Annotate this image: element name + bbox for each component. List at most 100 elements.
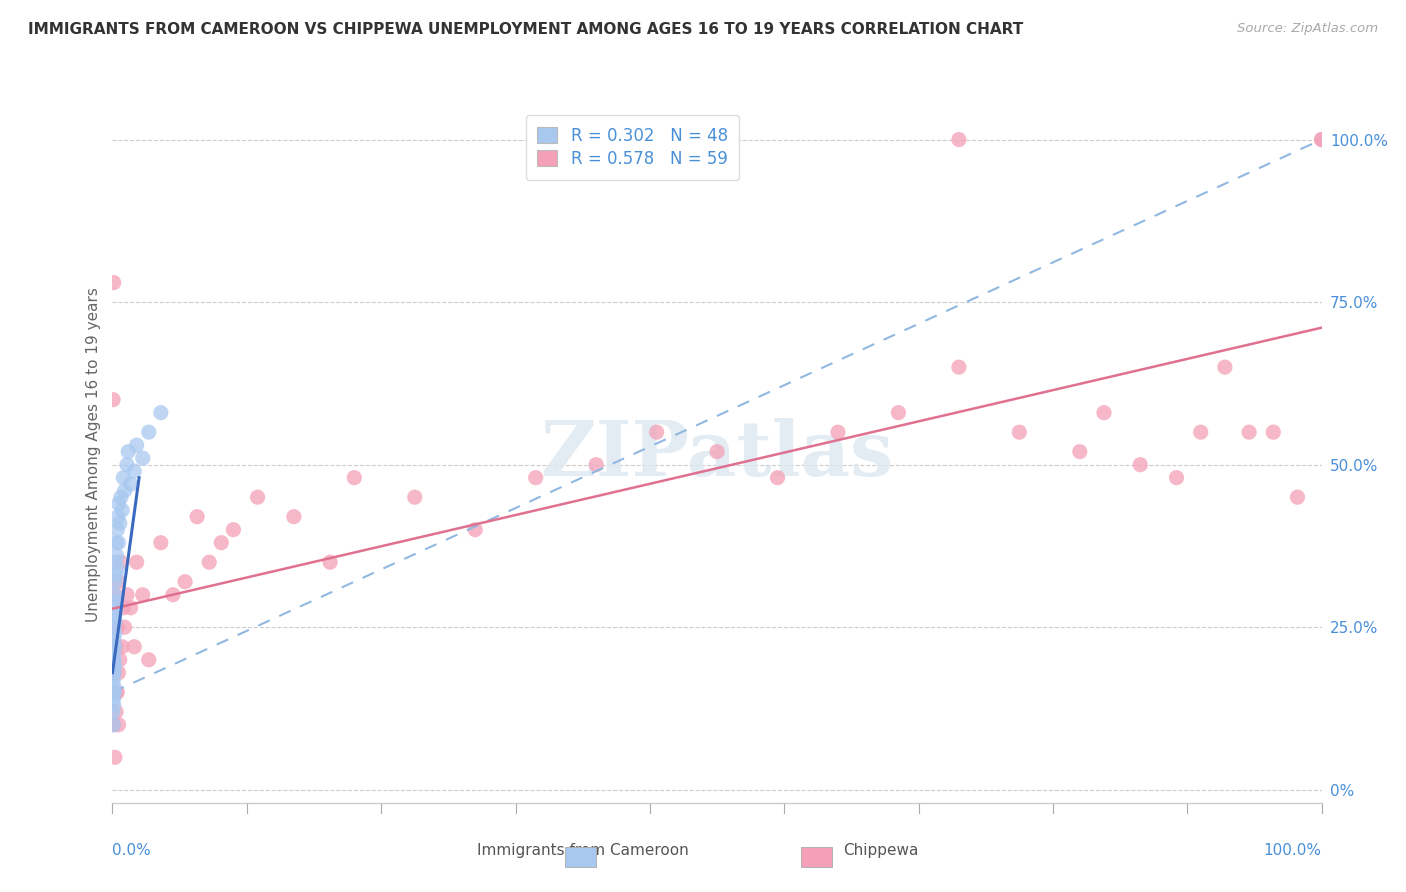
- Point: [115, 588, 138, 602]
- Point: [222, 523, 245, 537]
- Point: [105, 562, 128, 576]
- Point: [1310, 132, 1333, 146]
- Point: [101, 665, 124, 680]
- Point: [104, 574, 127, 589]
- Point: [103, 600, 125, 615]
- Point: [104, 588, 127, 602]
- Point: [105, 523, 128, 537]
- Point: [103, 620, 125, 634]
- Point: [105, 640, 128, 654]
- Y-axis label: Unemployment Among Ages 16 to 19 years: Unemployment Among Ages 16 to 19 years: [86, 287, 101, 623]
- Point: [112, 471, 135, 485]
- Point: [107, 509, 129, 524]
- Point: [103, 640, 125, 654]
- Point: [103, 665, 125, 680]
- Text: Source: ZipAtlas.com: Source: ZipAtlas.com: [1237, 22, 1378, 36]
- Point: [1166, 471, 1188, 485]
- Text: 100.0%: 100.0%: [1264, 843, 1322, 858]
- Point: [138, 653, 160, 667]
- Point: [125, 438, 148, 452]
- Point: [111, 503, 134, 517]
- Point: [132, 588, 155, 602]
- Point: [103, 659, 125, 673]
- Point: [209, 535, 232, 549]
- Point: [198, 555, 221, 569]
- Point: [111, 640, 134, 654]
- Point: [948, 132, 970, 146]
- Point: [120, 600, 142, 615]
- Point: [1129, 458, 1152, 472]
- Point: [186, 509, 208, 524]
- Point: [138, 425, 160, 439]
- Point: [108, 516, 131, 531]
- Point: [343, 471, 366, 485]
- Point: [105, 549, 128, 563]
- Point: [122, 464, 145, 478]
- Point: [246, 490, 269, 504]
- Point: [524, 471, 547, 485]
- Point: [1286, 490, 1309, 504]
- Point: [104, 750, 127, 764]
- Point: [1189, 425, 1212, 439]
- Point: [585, 458, 607, 472]
- Point: [1008, 425, 1031, 439]
- Point: [404, 490, 426, 504]
- Point: [114, 483, 136, 498]
- Point: [104, 614, 127, 628]
- Point: [827, 425, 849, 439]
- Point: [103, 718, 125, 732]
- Point: [103, 653, 125, 667]
- Point: [174, 574, 197, 589]
- Point: [107, 665, 129, 680]
- Text: ZIPatlas: ZIPatlas: [540, 418, 894, 491]
- Legend: R = 0.302   N = 48, R = 0.578   N = 59: R = 0.302 N = 48, R = 0.578 N = 59: [526, 115, 740, 179]
- Point: [112, 600, 135, 615]
- Text: 0.0%: 0.0%: [112, 843, 152, 858]
- Point: [464, 523, 486, 537]
- Text: Chippewa: Chippewa: [844, 843, 920, 858]
- Point: [1213, 360, 1236, 375]
- Point: [103, 685, 125, 699]
- Point: [103, 276, 125, 290]
- Point: [103, 685, 125, 699]
- Point: [115, 458, 138, 472]
- Point: [104, 588, 127, 602]
- Point: [103, 698, 125, 713]
- Point: [319, 555, 342, 569]
- Point: [104, 607, 127, 622]
- Point: [105, 535, 128, 549]
- Text: Immigrants from Cameroon: Immigrants from Cameroon: [477, 843, 689, 858]
- Point: [104, 665, 127, 680]
- Point: [1310, 132, 1333, 146]
- Point: [103, 646, 125, 660]
- Point: [104, 594, 127, 608]
- Point: [149, 406, 172, 420]
- Point: [105, 568, 128, 582]
- Point: [103, 640, 125, 654]
- Point: [103, 691, 125, 706]
- Point: [107, 497, 129, 511]
- Point: [101, 705, 124, 719]
- Point: [110, 490, 132, 504]
- Point: [162, 588, 184, 602]
- Point: [1263, 425, 1285, 439]
- Point: [105, 685, 128, 699]
- Point: [706, 444, 728, 458]
- Point: [103, 633, 125, 648]
- Text: IMMIGRANTS FROM CAMEROON VS CHIPPEWA UNEMPLOYMENT AMONG AGES 16 TO 19 YEARS CORR: IMMIGRANTS FROM CAMEROON VS CHIPPEWA UNE…: [28, 22, 1024, 37]
- Point: [110, 555, 132, 569]
- Point: [149, 535, 172, 549]
- Point: [132, 451, 155, 466]
- Point: [103, 679, 125, 693]
- Point: [103, 653, 125, 667]
- Point: [101, 392, 124, 407]
- Point: [104, 555, 127, 569]
- Point: [107, 718, 129, 732]
- Point: [1092, 406, 1115, 420]
- Point: [105, 620, 128, 634]
- Point: [1069, 444, 1091, 458]
- Point: [103, 685, 125, 699]
- Point: [114, 620, 136, 634]
- Point: [645, 425, 668, 439]
- Point: [887, 406, 910, 420]
